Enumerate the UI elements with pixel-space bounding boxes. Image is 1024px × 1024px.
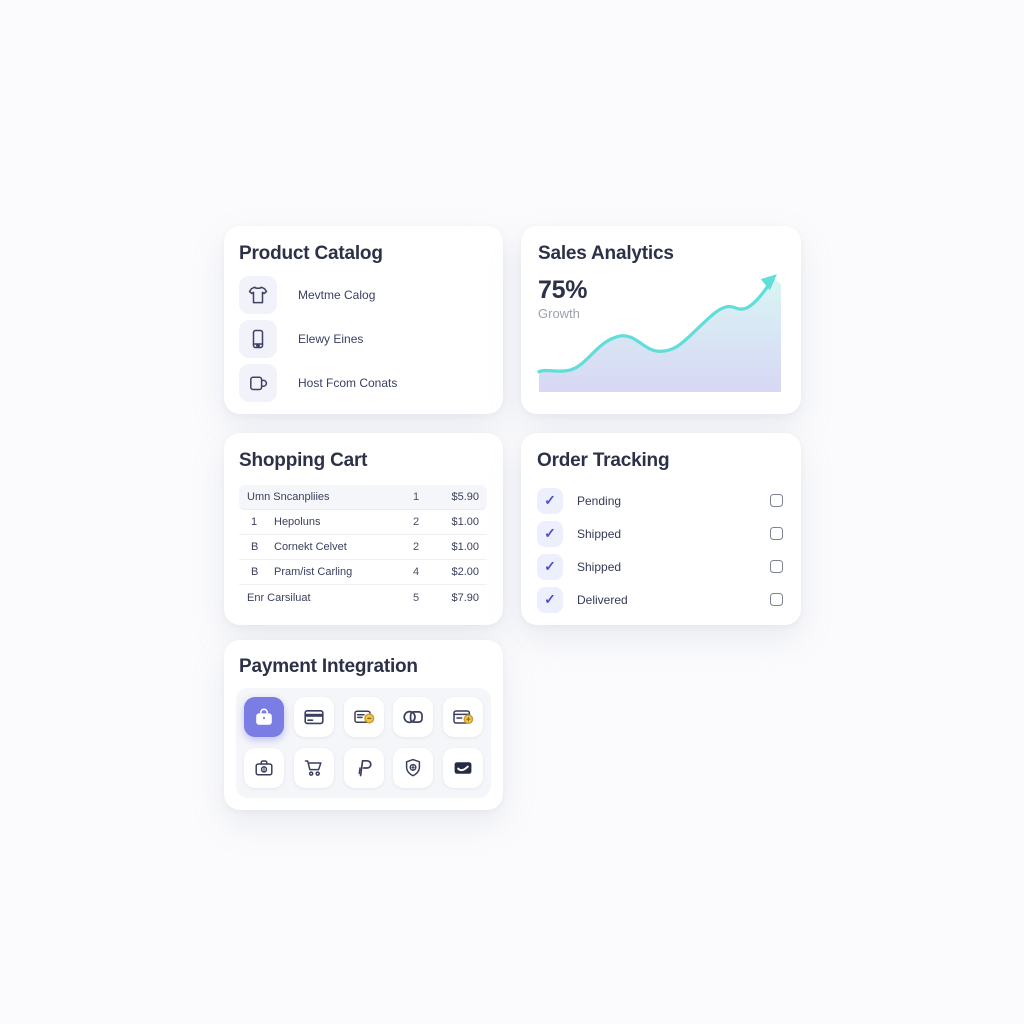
growth-stat: 75% Growth: [538, 276, 587, 321]
tracking-status-label: Shipped: [577, 559, 622, 574]
catalog-item-tshirt[interactable]: Mevtme Calog: [239, 276, 487, 314]
cart-item-price: $2.00: [451, 566, 479, 578]
cart-item-price: $1.00: [451, 516, 479, 528]
cart-item-price: $5.90: [451, 491, 479, 503]
order-tracking-title: Order Tracking: [537, 450, 670, 471]
catalog-item-phone[interactable]: Elewy Eines: [239, 320, 487, 358]
checkmark-icon[interactable]: ✓: [537, 586, 563, 613]
catalog-item-mug[interactable]: Host Fcom Conats: [239, 364, 487, 402]
growth-stat-value: 75%: [538, 276, 588, 304]
shopping-cart-icon[interactable]: [293, 748, 334, 788]
briefcase-dollar-icon[interactable]: [244, 748, 284, 788]
cart-row: B Cornekt Celvet 2 $1.00: [239, 535, 487, 560]
chart-trend-line: [537, 276, 775, 374]
tracking-checkbox[interactable]: [770, 560, 783, 573]
cart-item-qty: 5: [412, 591, 420, 604]
checkmark-icon[interactable]: ✓: [537, 553, 563, 580]
tshirt-icon: [239, 276, 277, 314]
shopping-cart-title: Shopping Cart: [239, 450, 368, 471]
shield-dollar-icon[interactable]: [393, 748, 434, 788]
cart-item-prefix: B: [251, 541, 259, 553]
product-catalog-title: Product Catalog: [239, 243, 383, 264]
cart-row: Umn Sncanpliies 1 $5.90: [239, 485, 487, 510]
cart-item-prefix: B: [251, 566, 259, 578]
product-catalog-card: Product Catalog Mevtme Calog: [224, 226, 503, 414]
catalog-item-label: Elewy Eines: [298, 332, 364, 346]
cart-item-prefix: 1: [251, 516, 258, 528]
tracking-row-shipped: ✓ Shipped: [537, 550, 783, 583]
sales-analytics-title: Sales Analytics: [538, 243, 674, 264]
cart-item-qty: 4: [412, 566, 420, 578]
mug-icon: [239, 364, 277, 402]
cart-item-name: Umn Sncanpliies: [247, 491, 330, 503]
tracking-row-shipped: ✓ Shipped: [537, 517, 783, 550]
order-tracking-list: ✓ Pending ✓ Shipped ✓ Shipped ✓ Delivere…: [537, 484, 783, 616]
growth-stat-label: Growth: [538, 306, 580, 321]
cart-item-price: $1.00: [451, 541, 479, 553]
shopping-bag-icon[interactable]: [244, 697, 284, 737]
tracking-checkbox[interactable]: [770, 527, 783, 540]
payment-methods-panel: [236, 688, 491, 798]
order-tracking-card: Order Tracking ✓ Pending ✓ Shipped ✓ Shi…: [521, 433, 801, 625]
cart-row: 1 Hepoluns 2 $1.00: [239, 510, 487, 535]
wallet-dark-icon[interactable]: [443, 748, 483, 788]
payment-integration-card: Payment Integration: [224, 640, 503, 810]
tracking-status-label: Pending: [577, 493, 622, 508]
card-coin-icon[interactable]: [443, 697, 483, 737]
cart-item-name: Pram/ist Carling: [274, 566, 353, 578]
checkmark-icon[interactable]: ✓: [537, 487, 563, 514]
shopping-cart-card: Shopping Cart Umn Sncanpliies 1 $5.90 1 …: [224, 433, 503, 625]
payment-integration-title: Payment Integration: [239, 656, 418, 677]
cart-table: Umn Sncanpliies 1 $5.90 1 Hepoluns 2 $1.…: [239, 485, 487, 610]
cart-row: B Pram/ist Carling 4 $2.00: [239, 560, 487, 585]
cart-item-name: Enr Carsiluat: [247, 591, 311, 604]
tracking-checkbox[interactable]: [770, 494, 783, 507]
sales-analytics-card: Sales Analytics 75% Growth: [521, 226, 801, 414]
tracking-status-label: Delivered: [577, 592, 628, 607]
tracking-row-delivered: ✓ Delivered: [537, 583, 783, 616]
tracking-status-label: Shipped: [577, 526, 622, 541]
cart-item-price: $7.90: [451, 591, 479, 604]
catalog-item-label: Mevtme Calog: [298, 288, 376, 302]
checkmark-icon[interactable]: ✓: [537, 520, 563, 547]
catalog-item-label: Host Fcom Conats: [298, 376, 398, 390]
cart-item-name: Hepoluns: [274, 516, 321, 528]
tracking-checkbox[interactable]: [770, 593, 783, 606]
cart-item-qty: 2: [412, 516, 420, 528]
cart-item-name: Cornekt Celvet: [274, 541, 347, 553]
credit-card-icon[interactable]: [293, 697, 334, 737]
cart-row: Enr Carsiluat 5 $7.90: [239, 585, 487, 610]
cart-item-qty: 2: [412, 541, 420, 553]
smartphone-icon: [239, 320, 277, 358]
card-overlap-icon[interactable]: [393, 697, 434, 737]
growth-chart: [537, 274, 781, 392]
paypal-icon[interactable]: [343, 748, 384, 788]
catalog-list: Mevtme Calog Elewy Eines: [239, 276, 487, 402]
chart-area-fill: [539, 278, 781, 392]
card-tag-icon[interactable]: [343, 697, 384, 737]
tracking-row-pending: ✓ Pending: [537, 484, 783, 517]
cart-item-qty: 1: [412, 491, 420, 503]
chart-arrow-head: [760, 274, 777, 291]
